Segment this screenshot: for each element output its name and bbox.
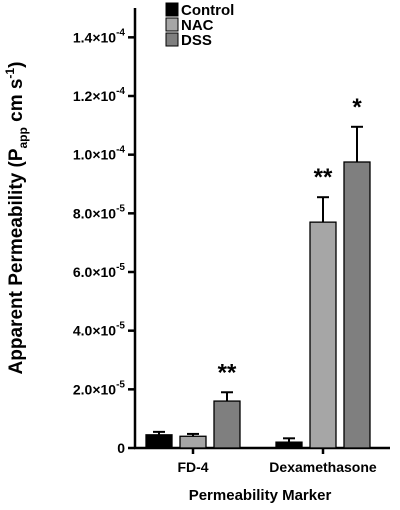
y-tick-label: 1.2×10-4 [73,86,126,104]
y-tick-label: 2.0×10-5 [73,379,126,397]
legend-label: DSS [181,32,212,49]
y-axis: 0 2.0×10-5 4.0×10-5 6.0×10-5 8.0×10-5 1.0×10-… [73,8,137,456]
y-tick-label: 4.0×10-5 [73,321,126,339]
y-tick-label: 0 [117,440,125,456]
legend-swatch [165,2,179,17]
significance-marker: * [352,94,362,121]
x-tick-label: FD-4 [177,459,208,475]
legend-label: Control [181,2,234,19]
bar [145,434,173,449]
y-tick-label: 6.0×10-5 [73,262,126,280]
bar [213,400,241,449]
y-tick-label: 8.0×10-5 [73,203,126,221]
y-tick-label: 1.4×10-4 [73,27,126,45]
x-axis: FD-4 Dexamethasone [134,446,390,475]
bar [309,221,337,449]
y-tick-label: 1.0×10-4 [73,145,126,163]
bars: ***** [145,94,371,449]
x-axis-title: Permeability Marker [189,487,332,504]
significance-marker: ** [314,164,333,191]
bar [179,435,207,449]
significance-marker: ** [218,359,237,386]
y-axis-title: Apparent Permeability (Papp cm s-1) [3,62,30,375]
legend-swatch [165,32,179,47]
x-tick-label: Dexamethasone [269,459,377,475]
legend-label: NAC [181,17,214,34]
bar [275,441,303,449]
bar [343,161,371,449]
legend-swatch [165,17,179,32]
